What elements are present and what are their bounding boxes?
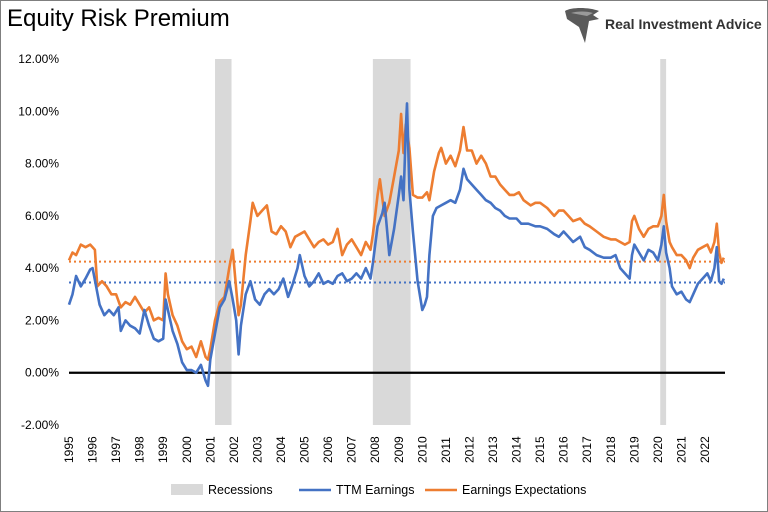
y-tick-label: -2.00%	[21, 418, 59, 432]
brand-logo	[565, 8, 599, 43]
chart-title: Equity Risk Premium	[7, 5, 230, 32]
x-tick-label: 2011	[439, 437, 453, 463]
y-axis: -2.00% 0.00% 2.00% 4.00% 6.00% 8.00% 10.00% 12.…	[18, 52, 59, 432]
legend-label: TTM Earnings	[336, 483, 415, 497]
legend-label: Recessions	[208, 483, 273, 497]
x-tick-label: 1999	[156, 436, 170, 463]
recession-bands	[215, 59, 667, 425]
x-tick-label: 2005	[298, 436, 312, 463]
y-tick-label: 0.00%	[25, 366, 59, 380]
x-tick-label: 2002	[227, 436, 241, 463]
recession-band	[660, 59, 667, 425]
x-tick-label: 1995	[62, 436, 76, 463]
x-tick-label: 2009	[392, 436, 406, 463]
x-tick-label: 2012	[462, 436, 476, 463]
y-tick-label: 8.00%	[25, 157, 59, 171]
series-line	[67, 112, 725, 361]
x-tick-label: 2000	[180, 436, 194, 463]
x-tick-label: 2006	[321, 436, 335, 463]
x-tick-label: 1998	[133, 436, 147, 463]
x-tick-label: 2001	[203, 436, 217, 463]
x-tick-label: 2019	[627, 436, 641, 463]
x-tick-label: 2014	[510, 436, 524, 463]
x-tick-label: 2018	[604, 436, 618, 463]
legend: Recessions TTM Earnings Earnings Expectati…	[171, 483, 586, 497]
x-tick-label: 2010	[415, 436, 429, 463]
data-series	[67, 102, 725, 388]
x-tick-label: 2020	[651, 436, 665, 463]
reference-lines	[69, 260, 725, 374]
x-tick-label: 2007	[345, 436, 359, 463]
x-tick-label: 1997	[109, 436, 123, 463]
y-tick-label: 10.00%	[18, 104, 59, 118]
y-tick-label: 12.00%	[18, 52, 59, 66]
y-tick-label: 4.00%	[25, 261, 59, 275]
x-tick-label: 2016	[557, 436, 571, 463]
x-tick-label: 2021	[674, 436, 688, 463]
recession-band	[215, 59, 232, 425]
x-tick-label: 1996	[86, 436, 100, 463]
x-tick-label: 2017	[580, 436, 594, 463]
legend-swatch	[171, 484, 203, 495]
brand-name: Real Investment Advice	[605, 16, 762, 32]
series-line	[67, 102, 725, 388]
eagle-icon	[565, 8, 599, 43]
x-axis: 1995 1996 1997 1998 1999 2000 2001 2002 2003 2004…	[62, 436, 712, 463]
x-tick-label: 2015	[533, 436, 547, 463]
x-tick-label: 2004	[274, 436, 288, 463]
eagle-icon-highlight	[571, 11, 593, 16]
x-tick-label: 2013	[486, 436, 500, 463]
y-tick-label: 6.00%	[25, 209, 59, 223]
legend-label: Earnings Expectations	[462, 483, 586, 497]
x-tick-label: 2008	[368, 436, 382, 463]
x-tick-label: 2022	[698, 436, 712, 463]
x-tick-label: 2003	[250, 436, 264, 463]
y-tick-label: 2.00%	[25, 313, 59, 327]
